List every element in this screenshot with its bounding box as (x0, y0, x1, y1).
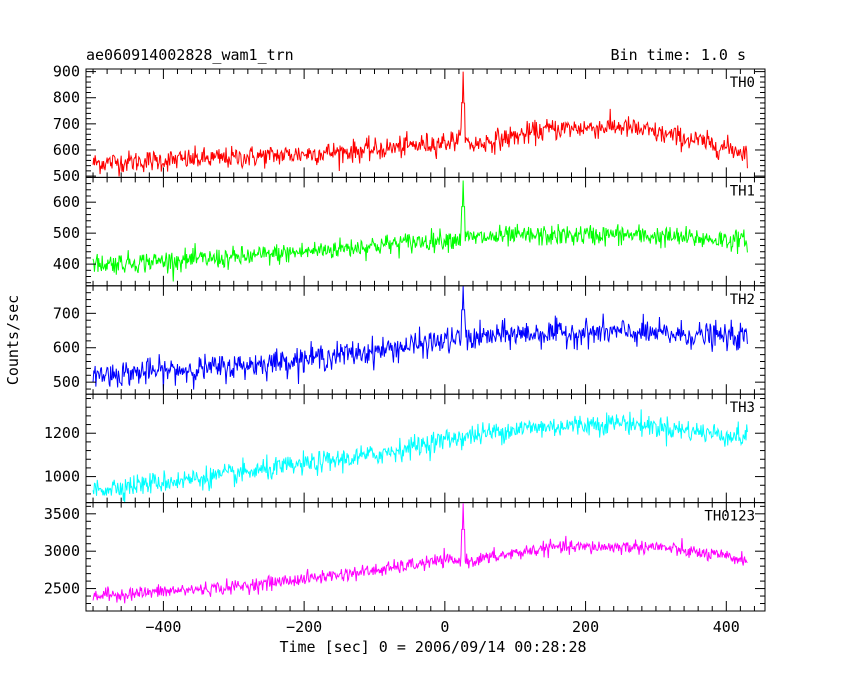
panel-frame-th3 (85, 393, 766, 504)
series-line-th0123 (92, 503, 748, 604)
panel-label-th0: TH0 (730, 75, 755, 91)
x-tick-label-400: 400 (713, 618, 740, 636)
y-tick-label-th2-600: 600 (53, 339, 80, 357)
chart-title: ae060914002828_wam1_trn (86, 46, 294, 64)
y-tick-label-th0123-3000: 3000 (44, 542, 80, 560)
panel-label-th3: TH3 (730, 400, 755, 416)
y-tick-label-th1-400: 400 (53, 255, 80, 273)
series-line-th3 (92, 409, 748, 503)
bin-time-label: Bin time: 1.0 s (611, 46, 746, 64)
x-ticks-th1 (92, 177, 755, 286)
panel-label-th1: TH1 (730, 183, 755, 199)
series-line-th1 (92, 180, 748, 282)
y-tick-label-th0-500: 500 (53, 167, 80, 185)
y-tick-label-th2-700: 700 (53, 304, 80, 322)
x-tick-label--400: −400 (145, 618, 181, 636)
panel-th3: 1000 1200 TH3 (44, 393, 766, 504)
panel-frame-th1 (85, 176, 766, 287)
y-tick-label-th0-800: 800 (53, 89, 80, 107)
y-ticks-th2 (86, 285, 765, 390)
panel-frame-th0123 (85, 502, 766, 612)
x-tick-label-0: 0 (440, 618, 449, 636)
x-tick-label-200: 200 (572, 618, 599, 636)
panel-th0: 500 600 700 800 900 TH0 (53, 63, 766, 185)
y-ticks-th0123 (86, 505, 765, 612)
y-tick-label-th3-1000: 1000 (44, 468, 80, 486)
x-axis-label: Time [sec] 0 = 2006/09/14 00:28:28 (279, 638, 586, 656)
panel-th2: 500 600 700 TH2 (53, 285, 766, 395)
y-tick-label-th0123-2500: 2500 (44, 580, 80, 598)
x-ticks-th3 (92, 394, 755, 503)
panel-label-th0123: TH0123 (704, 509, 755, 525)
y-ticks-th0 (86, 71, 765, 177)
panel-label-th2: TH2 (730, 292, 755, 308)
y-tick-label-th2-500: 500 (53, 373, 80, 391)
x-tick-label--200: −200 (286, 618, 322, 636)
y-ticks-th1 (86, 176, 765, 284)
y-axis-label: Counts/sec (4, 295, 22, 385)
panel-th0123: 2500 3000 3500 TH0123 (44, 502, 766, 612)
y-tick-label-th0-700: 700 (53, 115, 80, 133)
y-tick-label-th1-600: 600 (53, 193, 80, 211)
y-tick-label-th0-600: 600 (53, 141, 80, 159)
series-line-th2 (92, 285, 748, 391)
panels-group: 500 600 700 800 900 TH0 400 500 600 TH1 500 600 700 T… (44, 63, 766, 612)
x-ticks-th2 (92, 285, 755, 395)
y-tick-label-th0-900: 900 (53, 63, 80, 81)
panel-th1: 400 500 600 TH1 (53, 176, 766, 287)
y-tick-label-th3-1200: 1200 (44, 424, 80, 442)
x-tick-labels: −400 −200 0 200 400 (145, 618, 740, 636)
y-tick-label-th0123-3500: 3500 (44, 505, 80, 523)
x-ticks-th0 (92, 69, 755, 178)
series-line-th0 (92, 71, 748, 177)
y-ticks-th3 (86, 398, 765, 504)
y-tick-label-th1-500: 500 (53, 224, 80, 242)
x-ticks-th0123 (92, 502, 755, 611)
